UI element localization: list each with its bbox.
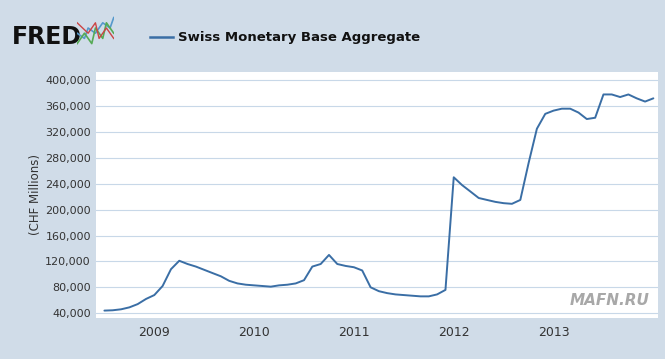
Y-axis label: (CHF Millions): (CHF Millions) (29, 154, 43, 235)
Text: MAFN.RU: MAFN.RU (570, 293, 650, 308)
Text: Swiss Monetary Base Aggregate: Swiss Monetary Base Aggregate (178, 31, 420, 44)
Text: FRED: FRED (12, 25, 82, 50)
